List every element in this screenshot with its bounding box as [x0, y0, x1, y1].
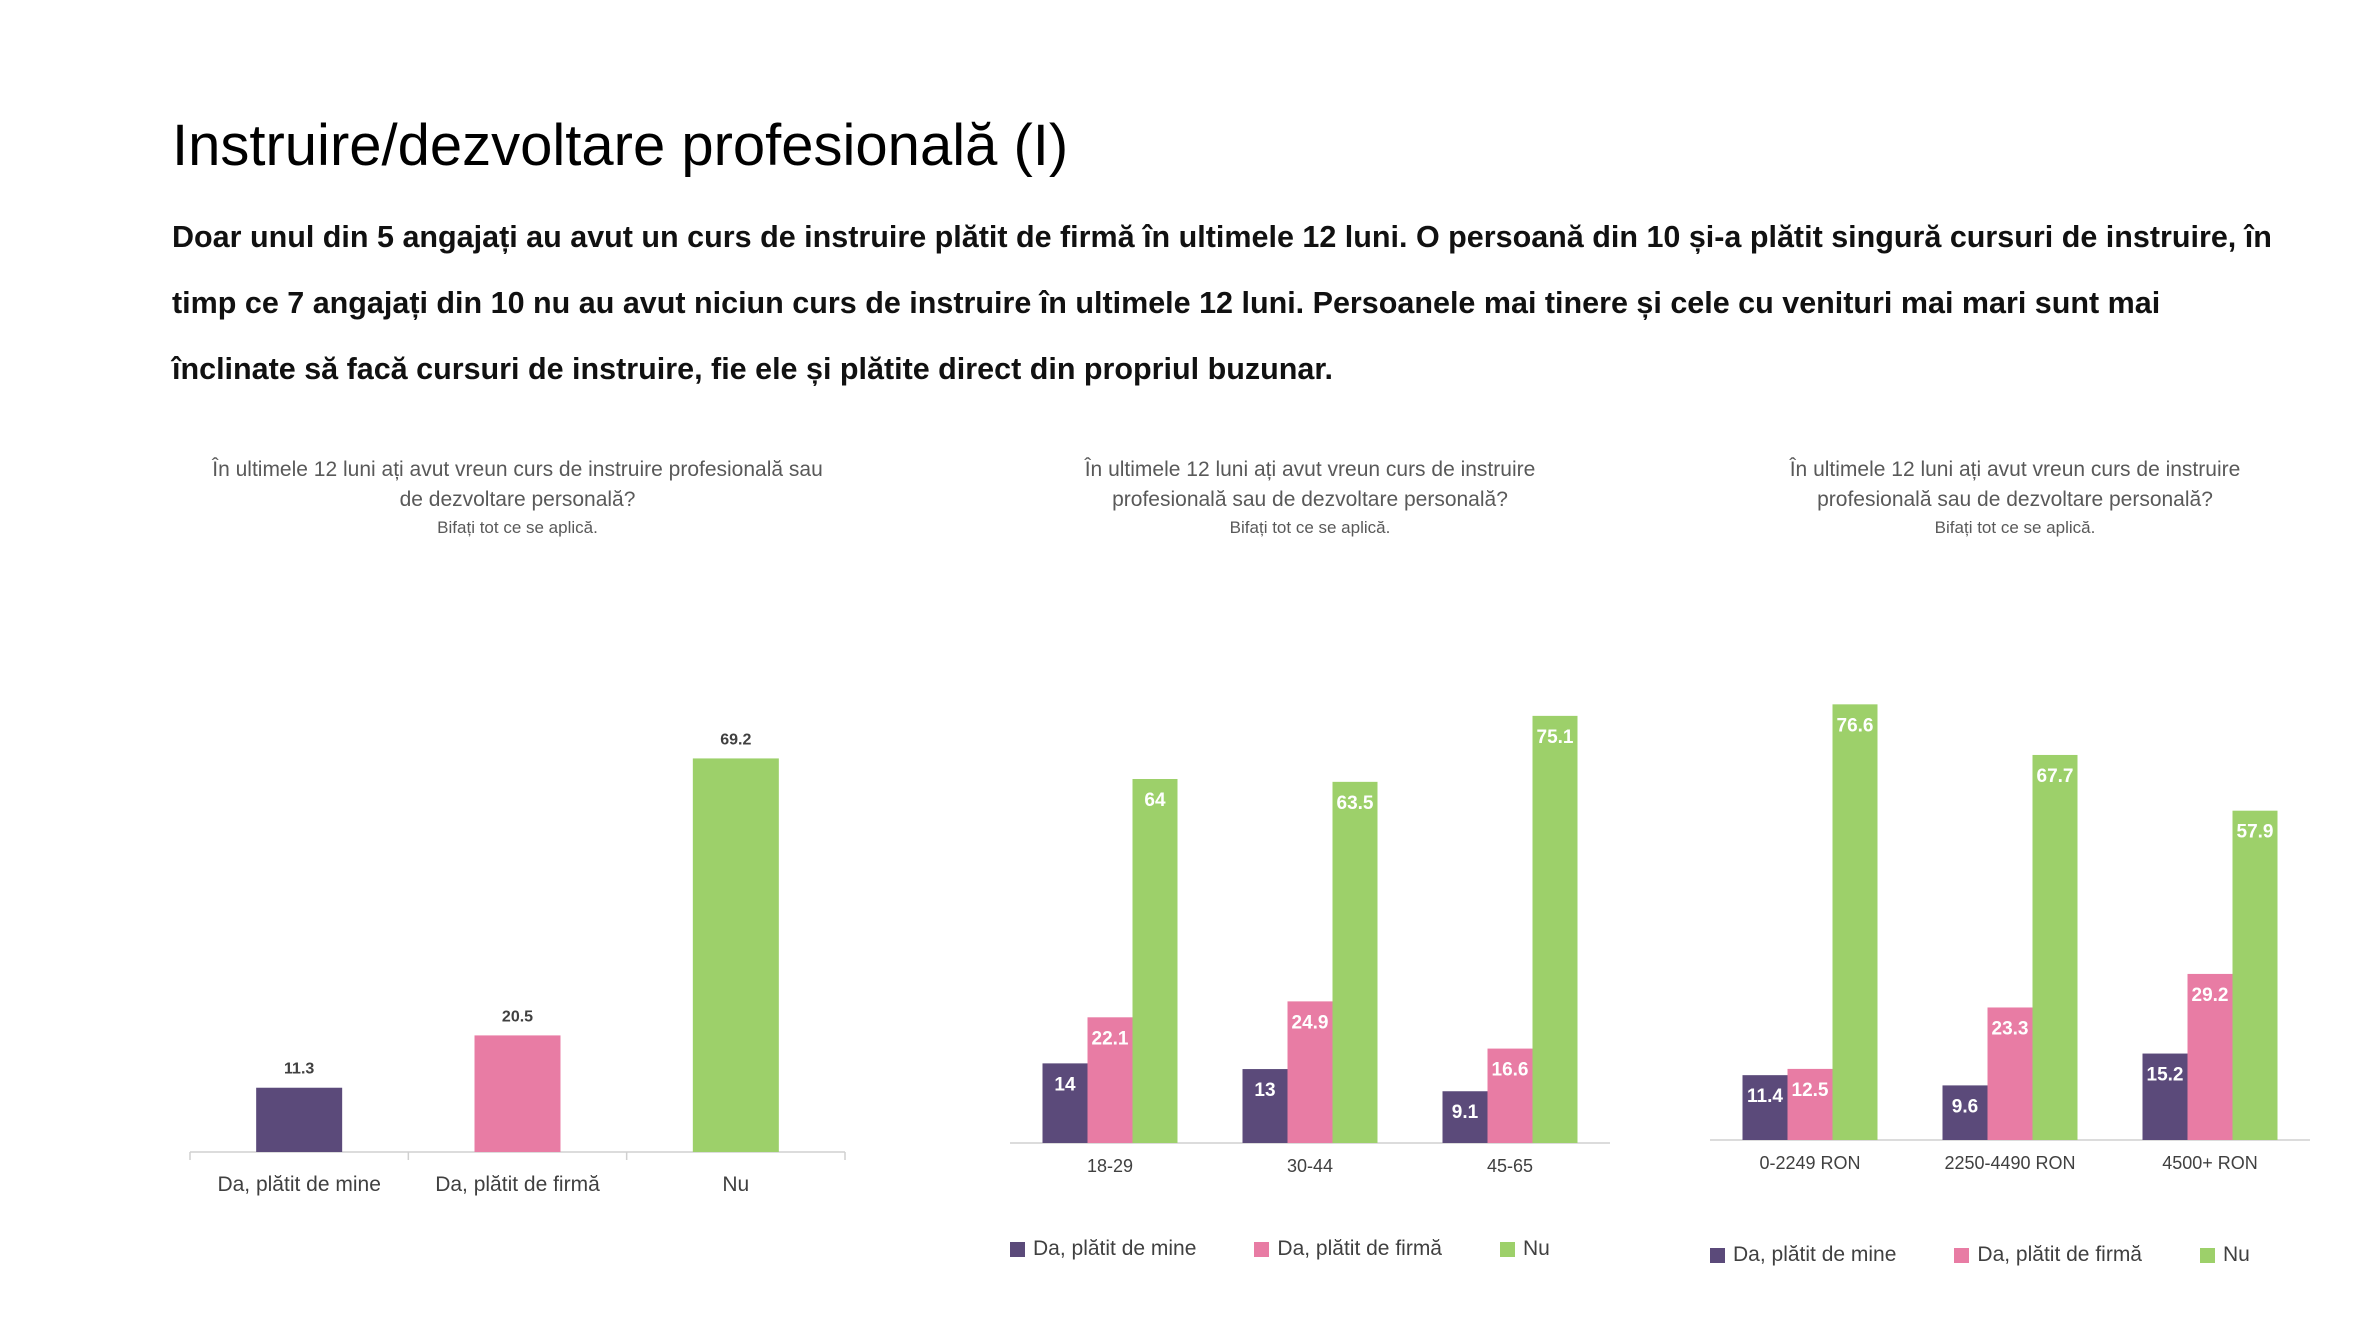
- chart-title-line: În ultimele 12 luni ați avut vreun curs …: [1084, 458, 1536, 481]
- bar: [2187, 973, 2233, 1140]
- bar: [1742, 1075, 1788, 1140]
- legend-label: Da, plătit de firmă: [1277, 1237, 1442, 1260]
- chart-by-age: În ultimele 12 luni ați avut vreun curs …: [1010, 455, 1610, 1295]
- chart-subtitle: Bifați tot ce se aplică.: [437, 518, 598, 537]
- legend-swatch: [2200, 1247, 2215, 1263]
- bar: [1087, 1017, 1133, 1143]
- bar: [1332, 781, 1378, 1143]
- data-label: 16.6: [1492, 1060, 1529, 1081]
- legend-item: Nu: [2200, 1243, 2250, 1267]
- legend-swatch: [1500, 1241, 1515, 1257]
- chart-legend: Da, plătit de mine Da, plătit de firmă Nu: [1710, 1243, 2308, 1267]
- legend-label: Nu: [1523, 1237, 1550, 1260]
- legend-item: Da, plătit de mine: [1010, 1237, 1196, 1261]
- bar: [1287, 1001, 1333, 1143]
- chart-title-line: de dezvoltare personală?: [399, 488, 636, 511]
- legend-label: Da, plătit de mine: [1733, 1243, 1897, 1266]
- data-label: 63.5: [1337, 793, 1374, 814]
- x-tick-label: Da, plătit de firmă: [435, 1173, 600, 1196]
- x-tick-label: 2250-4490 RON: [1944, 1153, 2075, 1173]
- chart-plot: 11.3 Da, plătit de mine 20.5 Da, plătit de …: [189, 731, 846, 1196]
- bar: [1487, 1048, 1533, 1143]
- data-label: 69.2: [720, 731, 751, 748]
- x-tick-label: Nu: [722, 1173, 749, 1196]
- data-label: 29.2: [2192, 985, 2229, 1006]
- bar: [2142, 1053, 2188, 1140]
- bar: [1532, 715, 1578, 1143]
- legend-item: Nu: [1500, 1237, 1550, 1261]
- bar: [1242, 1069, 1288, 1143]
- bar: [474, 1035, 561, 1152]
- legend-swatch: [1710, 1247, 1725, 1263]
- data-label: 20.5: [502, 1008, 533, 1025]
- data-label: 12.5: [1792, 1080, 1829, 1101]
- chart-title: În ultimele 12 luni ați avut vreun curs …: [1710, 455, 2320, 541]
- bar: [1042, 1063, 1088, 1143]
- legend-label: Nu: [2223, 1243, 2250, 1266]
- legend-swatch: [1010, 1241, 1025, 1257]
- legend-label: Da, plătit de firmă: [1977, 1243, 2142, 1266]
- x-tick-label: Da, plătit de mine: [217, 1173, 380, 1196]
- bar: [1787, 1068, 1833, 1140]
- x-tick-label: 4500+ RON: [2162, 1153, 2258, 1173]
- bar: [1442, 1091, 1488, 1143]
- summary-line: timp ce 7 angajați din 10 nu au avut nic…: [172, 286, 2161, 320]
- bar: [1987, 1007, 2033, 1140]
- data-label: 13: [1254, 1080, 1275, 1101]
- chart-title: În ultimele 12 luni ați avut vreun curs …: [170, 455, 865, 541]
- data-label: 9.6: [1952, 1096, 1978, 1117]
- data-label: 11.3: [284, 1061, 314, 1078]
- bar: [1942, 1085, 1988, 1140]
- data-label: 22.1: [1092, 1028, 1129, 1049]
- x-tick-label: 45-65: [1487, 1156, 1533, 1176]
- chart-subtitle: Bifați tot ce se aplică.: [1934, 518, 2096, 537]
- bar: [1832, 704, 1878, 1140]
- data-label: 57.9: [2237, 822, 2274, 843]
- slide-summary: Doar unul din 5 angajați au avut un curs…: [172, 204, 2272, 402]
- chart-subtitle: Bifați tot ce se aplică.: [1229, 518, 1391, 537]
- data-label: 24.9: [1292, 1012, 1329, 1033]
- bar: [1132, 779, 1178, 1143]
- x-tick-label: 18-29: [1087, 1156, 1133, 1176]
- data-label: 11.4: [1747, 1086, 1783, 1107]
- legend-label: Da, plătit de mine: [1033, 1237, 1197, 1260]
- bar: [2232, 810, 2278, 1140]
- x-tick-label: 30-44: [1287, 1156, 1333, 1176]
- data-label: 76.6: [1837, 715, 1874, 736]
- bar: [256, 1087, 343, 1152]
- chart-title-line: profesională sau de dezvoltare personală…: [1817, 488, 2213, 511]
- legend-swatch: [1254, 1241, 1270, 1257]
- legend-item: Da, plătit de firmă: [1954, 1243, 2142, 1267]
- data-label: 23.3: [1992, 1018, 2029, 1039]
- bar: [2032, 754, 2078, 1140]
- data-label: 75.1: [1537, 727, 1574, 748]
- chart-title-line: profesională sau de dezvoltare personală…: [1112, 488, 1508, 511]
- data-label: 64: [1144, 790, 1166, 811]
- x-tick-label: 0-2249 RON: [1759, 1153, 1860, 1173]
- chart-by-income: În ultimele 12 luni ați avut vreun curs …: [1710, 455, 2320, 1295]
- chart-plot: 14 22.1 64 18-29 13 24.9 63.5 30-44 9.1 16.6 75.1 4…: [1010, 715, 1610, 1176]
- chart-legend: Da, plătit de mine Da, plătit de firmă Nu: [1010, 1237, 1608, 1261]
- chart-title: În ultimele 12 luni ați avut vreun curs …: [1010, 455, 1610, 541]
- legend-swatch: [1954, 1247, 1970, 1263]
- data-label: 67.7: [2037, 766, 2074, 787]
- summary-line: Doar unul din 5 angajați au avut un curs…: [172, 220, 2272, 254]
- legend-item: Da, plătit de mine: [1710, 1243, 1896, 1267]
- legend-item: Da, plătit de firmă: [1254, 1237, 1442, 1261]
- data-label: 15.2: [2147, 1065, 2184, 1086]
- bar: [692, 758, 779, 1152]
- chart-title-line: În ultimele 12 luni ați avut vreun curs …: [212, 458, 823, 481]
- chart-plot: 11.4 12.5 76.6 0-2249 RON 9.6 23.3 67.7 2250-44…: [1710, 704, 2310, 1173]
- data-label: 9.1: [1452, 1102, 1479, 1123]
- chart-overall: În ultimele 12 luni ați avut vreun curs …: [170, 455, 865, 1255]
- summary-line: înclinate să facă cursuri de instruire, …: [172, 352, 1333, 386]
- data-label: 14: [1054, 1074, 1076, 1095]
- chart-title-line: În ultimele 12 luni ați avut vreun curs …: [1789, 458, 2241, 481]
- slide-title: Instruire/dezvoltare profesională (I): [172, 113, 1069, 178]
